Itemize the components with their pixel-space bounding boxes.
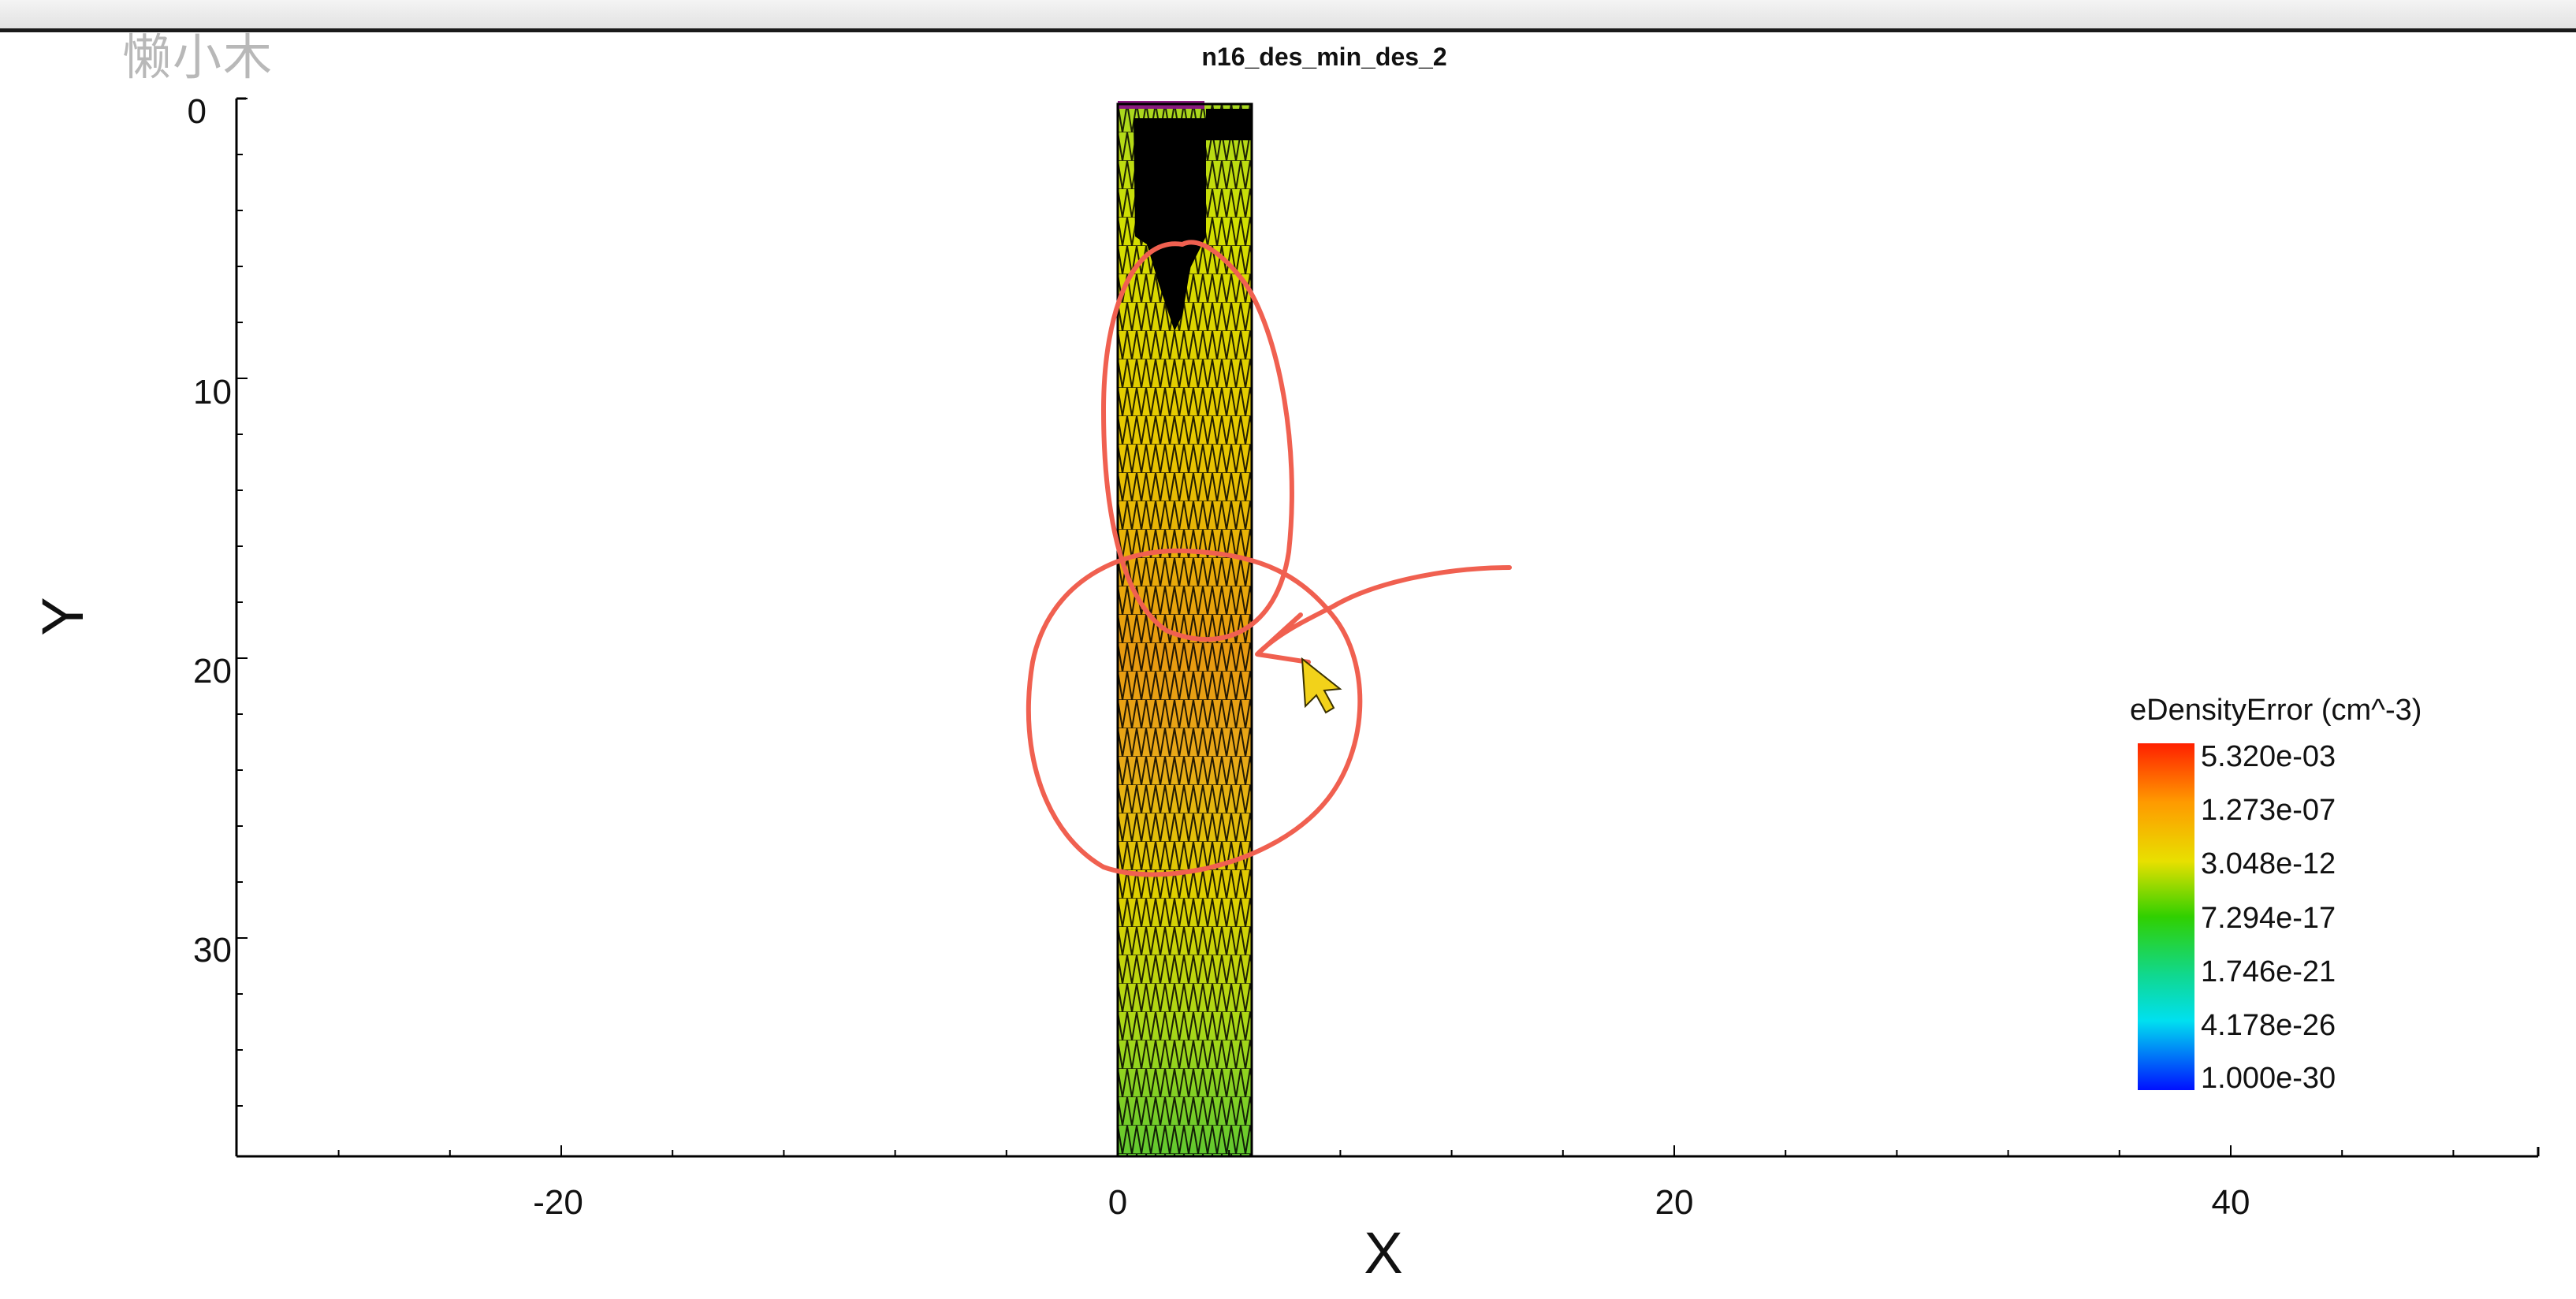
- device-dark-region: [1134, 118, 1206, 331]
- x-tick-label: 40: [2212, 1183, 2250, 1222]
- legend-label: 1.746e-21: [2201, 955, 2336, 988]
- legend-label: 5.320e-03: [2201, 740, 2336, 773]
- annotation-upper-loop: [1100, 240, 1294, 642]
- legend-label: 1.273e-07: [2201, 794, 2336, 827]
- legend-label: 4.178e-26: [2201, 1009, 2336, 1042]
- annotation-arrow: [1255, 565, 1512, 664]
- x-tick-label: 0: [1108, 1183, 1127, 1222]
- colorbar-gradient: [2138, 743, 2194, 1090]
- device-top-cap: [1206, 109, 1252, 140]
- watermark-text: 懒小木: [122, 28, 274, 86]
- y-tick-label: 0: [188, 92, 207, 131]
- x-tick-label: -20: [533, 1183, 583, 1222]
- legend-label: 7.294e-17: [2201, 902, 2336, 935]
- x-axis-title: X: [1364, 1220, 1402, 1286]
- y-tick-label: 30: [193, 931, 232, 970]
- legend-label: 1.000e-30: [2201, 1062, 2336, 1095]
- hand-drawn-annotation: [1026, 240, 1512, 877]
- device-structure: [1116, 101, 1253, 1158]
- y-axis-title: Y: [30, 597, 95, 635]
- annotation-lower-loop: [1026, 548, 1363, 877]
- legend-label: 3.048e-12: [2201, 847, 2336, 880]
- x-tick-label: 20: [1655, 1183, 1694, 1222]
- plot-title: n16_des_min_des_2: [1201, 43, 1447, 71]
- window-top-strip: [0, 0, 2576, 32]
- legend-title: eDensityError (cm^-3): [2130, 694, 2422, 727]
- colorbar-legend: eDensityError (cm^-3) 5.320e-03 1.273e-0…: [2130, 694, 2422, 1095]
- y-tick-label: 20: [193, 652, 232, 690]
- y-tick-label: 10: [193, 373, 232, 411]
- plot-axes: [235, 97, 2540, 1158]
- cursor-arrow-icon: [1301, 657, 1342, 714]
